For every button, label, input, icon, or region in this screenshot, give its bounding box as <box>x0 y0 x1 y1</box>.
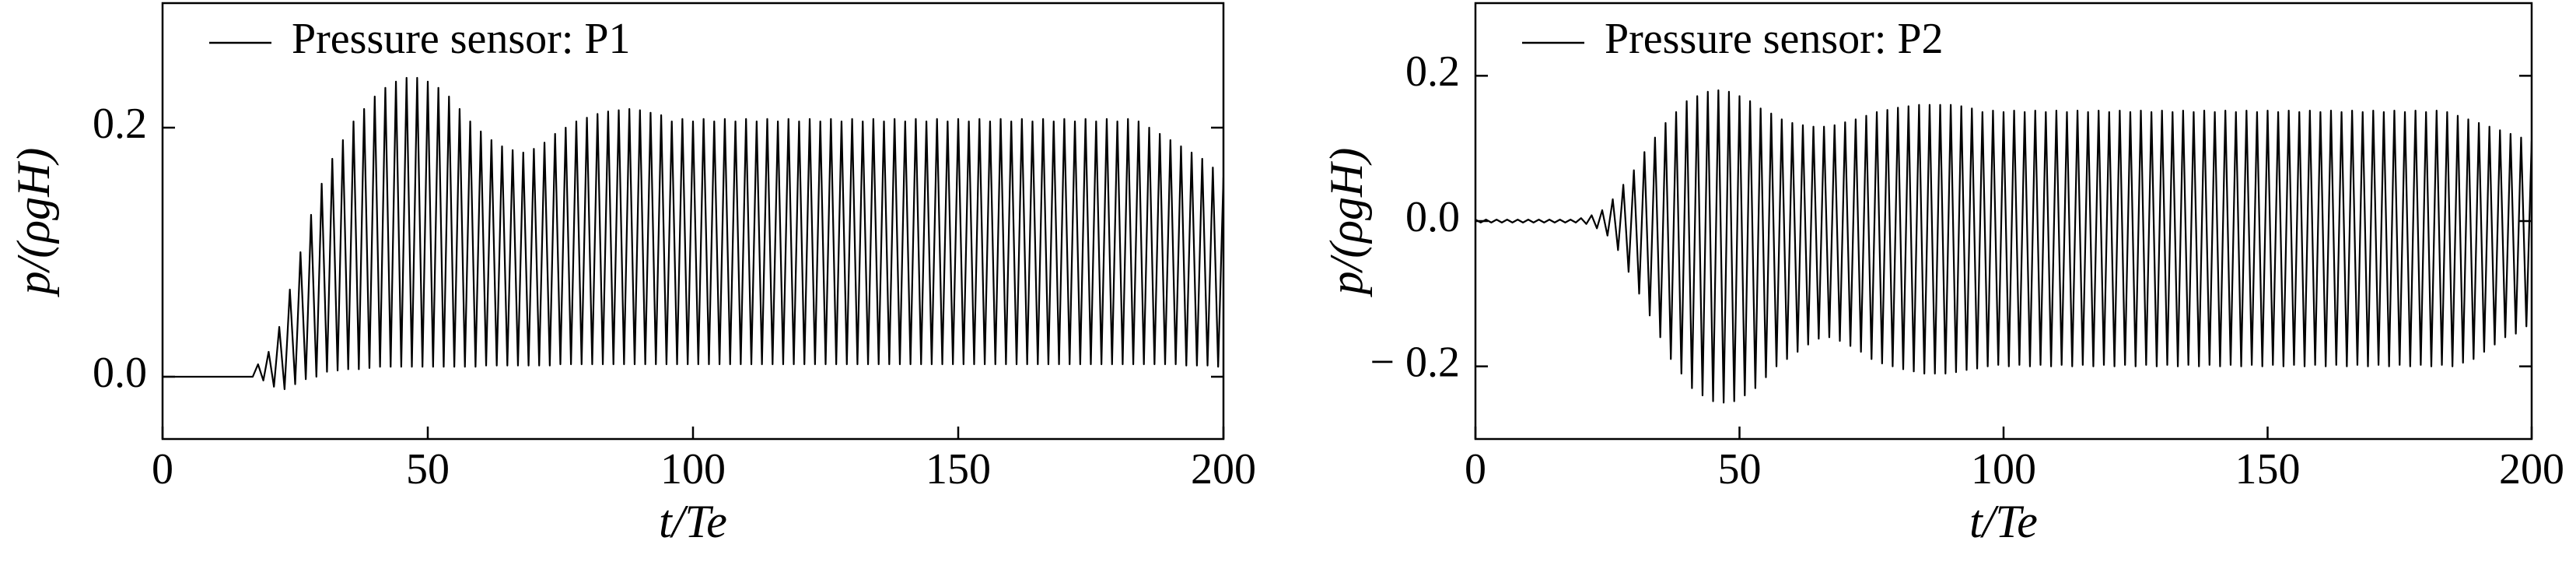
plot-area <box>163 76 1223 391</box>
x-tick-label: 150 <box>926 445 991 493</box>
axes-frame <box>1474 2 2533 441</box>
legend-label: Pressure sensor: P2 <box>1605 15 1944 63</box>
y-axis-label: p/(ρgH) <box>1321 148 1372 298</box>
chart-panel: 0 50 100 150 200 − 0.2 0.0 0.2 t/Te p/(ρgH) Pressu… <box>1321 2 2564 547</box>
x-tick-label: 50 <box>1718 445 1762 493</box>
x-tick-label: 50 <box>406 445 450 493</box>
x-tick-label: 100 <box>1971 445 2036 493</box>
x-tick-label: 150 <box>2235 445 2301 493</box>
y-tick-label: 0.0 <box>93 349 147 397</box>
x-tick-label: 0 <box>1465 445 1486 493</box>
y-tick-label: 0.0 <box>1405 193 1460 241</box>
x-tick-label: 0 <box>152 445 173 493</box>
axes-frame <box>161 2 1225 441</box>
y-axis-label: p/(ρgH) <box>8 148 59 298</box>
y-tick-label: 0.2 <box>93 100 147 148</box>
plot-area <box>1475 89 2532 404</box>
x-tick-label: 200 <box>2499 445 2564 493</box>
x-tick-label: 100 <box>660 445 726 493</box>
x-axis-label: t/Te <box>659 496 727 547</box>
y-tick-label: 0.2 <box>1405 47 1460 96</box>
data-line <box>1475 89 2532 404</box>
x-tick-label: 200 <box>1191 445 1256 493</box>
legend-label: Pressure sensor: P1 <box>292 15 631 63</box>
x-axis-label: t/Te <box>1969 496 2038 547</box>
chart-panel: 0 50 100 150 200 0.0 0.2 t/Te p/(ρgH) Pressure se… <box>8 2 1256 547</box>
data-line <box>163 76 1223 391</box>
y-tick-label: − 0.2 <box>1370 339 1460 387</box>
